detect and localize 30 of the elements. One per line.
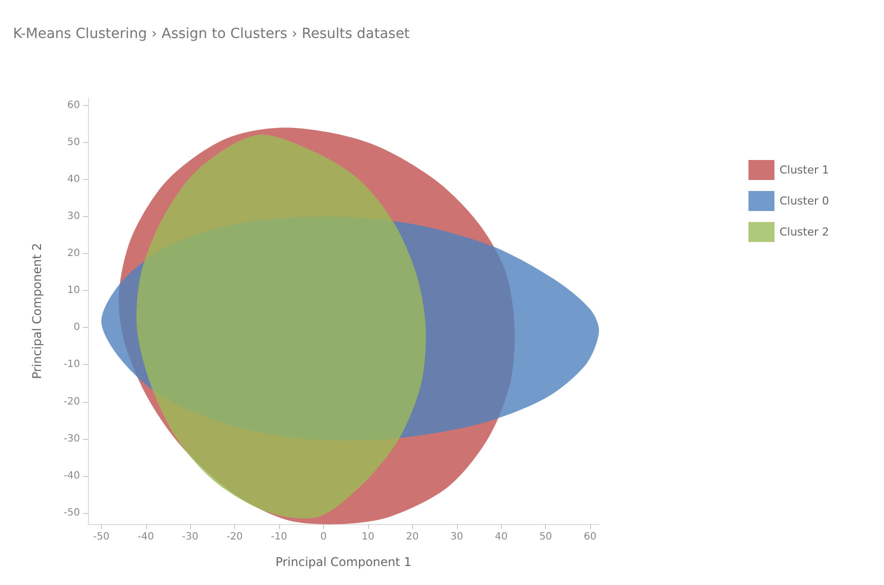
y-axis-title: Principal Component 2 (30, 242, 44, 380)
chart-title: K-Means Clustering › Assign to Clusters › Results dataset (13, 26, 410, 42)
x-tick-label: 0 (320, 532, 327, 542)
x-tick-label: -30 (182, 532, 198, 542)
y-tick-label: 40 (67, 174, 80, 185)
y-tick-label: -30 (64, 433, 80, 444)
x-tick-label: -20 (226, 532, 243, 542)
x-tick-label: -40 (138, 532, 154, 542)
x-tick-label: 20 (406, 532, 419, 542)
y-tick-label: -50 (64, 507, 80, 518)
legend-label: Cluster 0 (779, 194, 830, 208)
x-tick-label: 50 (539, 532, 552, 542)
x-tick-label: 40 (494, 532, 508, 542)
x-tick-label: 30 (450, 532, 464, 542)
x-axis-title: Principal Component 1 (275, 555, 412, 569)
y-tick-label: 60 (67, 100, 80, 111)
y-tick-label: -10 (64, 359, 80, 370)
y-tick-label: 30 (67, 211, 80, 222)
x-tick-label: 60 (584, 532, 596, 542)
y-tick-label: 10 (67, 285, 80, 296)
x-tick-label: 10 (362, 532, 374, 542)
legend-label: Cluster 1 (779, 164, 830, 176)
y-tick-label: 20 (67, 248, 80, 260)
legend-label: Cluster 2 (779, 226, 830, 238)
y-tick-label: 0 (74, 322, 80, 334)
x-tick-label: -50 (93, 532, 110, 542)
y-tick-label: 50 (67, 136, 80, 148)
x-tick-label: -10 (270, 532, 288, 542)
y-tick-label: -40 (64, 470, 80, 482)
y-tick-label: -20 (64, 396, 80, 408)
